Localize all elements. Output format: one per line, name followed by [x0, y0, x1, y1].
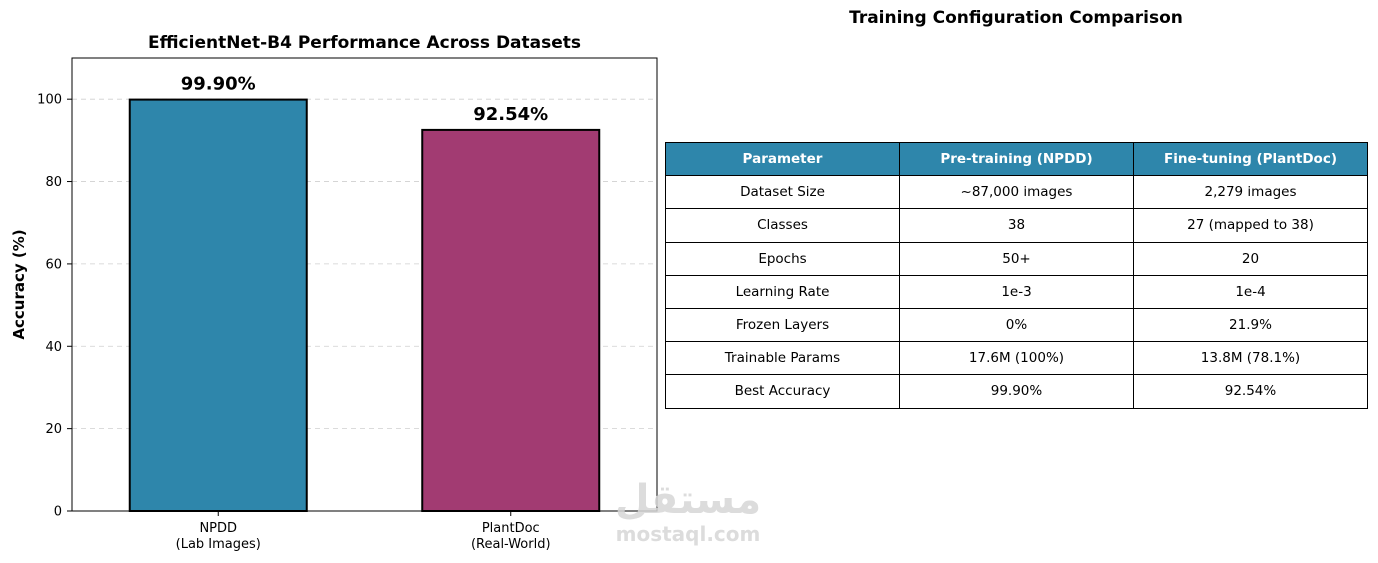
table-cell: 38 — [899, 208, 1134, 243]
table-cell: Learning Rate — [665, 274, 900, 309]
table-row: Learning Rate 1e-3 1e-4 — [665, 274, 1368, 309]
y-tick-label: 80 — [45, 175, 62, 190]
table-cell: Dataset Size — [665, 175, 900, 210]
y-tick-label: 40 — [45, 340, 62, 355]
table-cell: 0% — [899, 307, 1134, 343]
table-cell: 27 (mapped to 38) — [1133, 208, 1368, 243]
table-cell: 2,279 images — [1133, 175, 1368, 210]
bar — [128, 98, 308, 513]
y-tick-label: 20 — [45, 422, 62, 437]
watermark-text: mostaql.com — [615, 522, 761, 546]
table-cell: Best Accuracy — [665, 374, 900, 409]
table-cell: 20 — [1133, 241, 1368, 276]
bar — [421, 128, 601, 513]
y-tick-label: 100 — [37, 93, 62, 108]
watermark: مستقل mostaql.com — [612, 478, 764, 546]
y-tick-label: 60 — [45, 257, 62, 272]
x-tick-label: NPDD — [199, 521, 237, 536]
bar-value-label: 92.54% — [473, 104, 548, 125]
table-row: Frozen Layers 0% 21.9% — [665, 307, 1368, 343]
training-config-table: Parameter Pre-training (NPDD) Fine-tunin… — [665, 141, 1368, 409]
accuracy-bar-chart: 99.90% NPDD(Lab Images) 92.54% PlantDoc(Rea… — [10, 33, 658, 552]
table-cell: 17.6M (100%) — [899, 341, 1134, 376]
chart-title: EfficientNet-B4 Performance Across Datas… — [148, 33, 581, 53]
x-tick-label: (Real-World) — [471, 537, 551, 552]
y-tick-label: 0 — [54, 505, 62, 520]
table-cell: 13.8M (78.1%) — [1133, 341, 1368, 376]
table-cell: Trainable Params — [665, 341, 900, 376]
table-row: Classes 38 27 (mapped to 38) — [665, 208, 1368, 243]
x-tick-label: (Lab Images) — [176, 537, 261, 552]
table-body: Dataset Size ~87,000 images 2,279 images Cl… — [665, 175, 1368, 409]
table-cell: 21.9% — [1133, 307, 1368, 343]
table-cell: 50+ — [899, 241, 1134, 276]
y-axis-label: Accuracy (%) — [10, 229, 28, 339]
table-header-row: Parameter Pre-training (NPDD) Fine-tunin… — [665, 141, 1368, 177]
column-header: Pre-training (NPDD) — [899, 141, 1134, 177]
axes-frame — [71, 57, 658, 512]
table-row: Trainable Params 17.6M (100%) 13.8M (78.1%… — [665, 341, 1368, 376]
table-row: Epochs 50+ 20 — [665, 241, 1368, 276]
table-cell: Epochs — [665, 241, 900, 276]
column-header: Fine-tuning (PlantDoc) — [1133, 141, 1368, 177]
table-title: Training Configuration Comparison — [849, 8, 1183, 28]
table-cell: ~87,000 images — [899, 175, 1134, 210]
table-cell: 92.54% — [1133, 374, 1368, 409]
table-cell: Frozen Layers — [665, 307, 900, 343]
bar-value-label: 99.90% — [181, 74, 256, 95]
column-header: Parameter — [665, 141, 900, 177]
table-row: Dataset Size ~87,000 images 2,279 images — [665, 175, 1368, 210]
watermark-arabic: مستقل — [614, 477, 762, 523]
table-row: Best Accuracy 99.90% 92.54% — [665, 374, 1368, 409]
table-cell: 99.90% — [899, 374, 1134, 409]
table-cell: Classes — [665, 208, 900, 243]
x-tick-label: PlantDoc — [482, 521, 540, 536]
table-cell: 1e-4 — [1133, 274, 1368, 309]
table-cell: 1e-3 — [899, 274, 1134, 309]
